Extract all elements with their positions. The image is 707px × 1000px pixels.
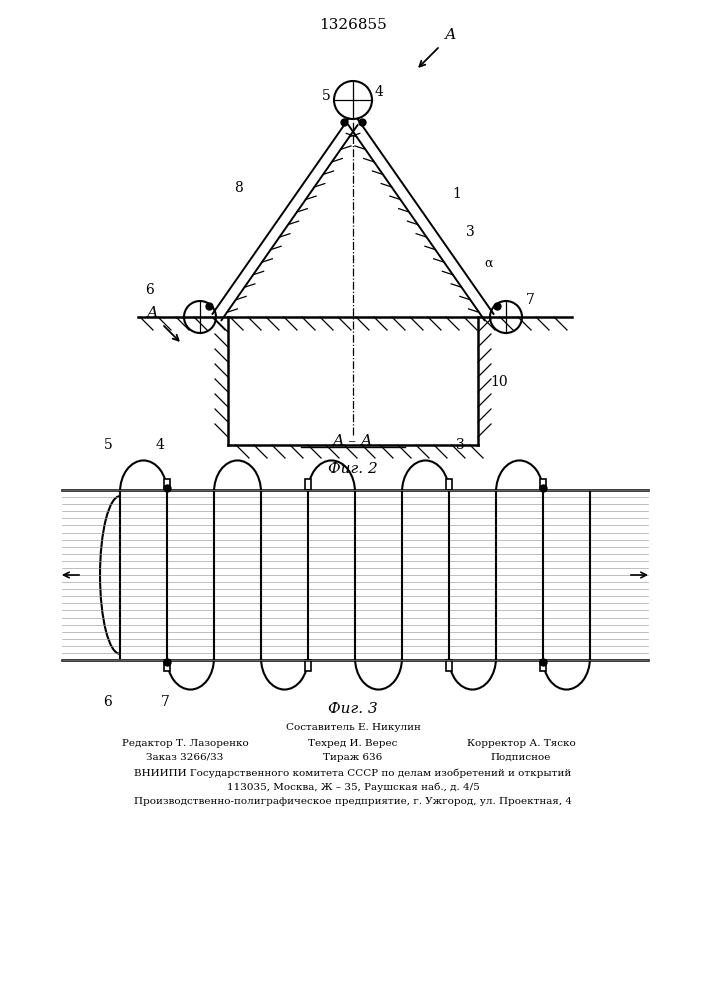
Text: 1: 1 xyxy=(452,187,461,201)
Bar xyxy=(446,660,452,671)
Text: α: α xyxy=(484,256,493,269)
Text: Тираж 636: Тираж 636 xyxy=(323,753,382,762)
Bar xyxy=(446,479,452,490)
Text: ВНИИПИ Государственного комитета СССР по делам изобретений и открытий: ВНИИПИ Государственного комитета СССР по… xyxy=(134,769,572,778)
Text: 3: 3 xyxy=(466,225,474,239)
Text: 3: 3 xyxy=(455,438,464,452)
Text: Фиг. 3: Фиг. 3 xyxy=(328,702,378,716)
Text: А – А: А – А xyxy=(333,434,373,448)
Bar xyxy=(164,479,170,490)
Text: 8: 8 xyxy=(234,181,243,195)
Text: 1326855: 1326855 xyxy=(319,18,387,32)
Text: 6: 6 xyxy=(104,695,112,709)
Bar xyxy=(305,479,311,490)
Text: 5: 5 xyxy=(322,89,331,103)
Text: 7: 7 xyxy=(160,695,170,709)
Text: Заказ 3266/33: Заказ 3266/33 xyxy=(146,753,223,762)
Bar xyxy=(540,660,546,671)
Bar xyxy=(540,479,546,490)
Text: 113035, Москва, Ж – 35, Раушская наб., д. 4/5: 113035, Москва, Ж – 35, Раушская наб., д… xyxy=(227,783,479,792)
Text: А: А xyxy=(146,306,158,320)
Text: Редактор Т. Лазоренко: Редактор Т. Лазоренко xyxy=(122,739,248,748)
Text: Фиг. 2: Фиг. 2 xyxy=(328,462,378,476)
Text: Составитель Е. Никулин: Составитель Е. Никулин xyxy=(286,723,421,732)
Text: 6: 6 xyxy=(145,283,153,297)
Text: 4: 4 xyxy=(156,438,165,452)
Text: 4: 4 xyxy=(375,85,384,99)
Text: Производственно-полиграфическое предприятие, г. Ужгород, ул. Проектная, 4: Производственно-полиграфическое предприя… xyxy=(134,797,572,806)
Bar xyxy=(164,660,170,671)
Text: 7: 7 xyxy=(526,293,535,307)
Text: А: А xyxy=(445,28,457,42)
Text: Подписное: Подписное xyxy=(491,753,551,762)
Text: Корректор А. Тяско: Корректор А. Тяско xyxy=(467,739,575,748)
Text: 5: 5 xyxy=(104,438,112,452)
Bar xyxy=(305,660,311,671)
Text: Техред И. Верес: Техред И. Верес xyxy=(308,739,397,748)
Text: 10: 10 xyxy=(490,375,508,389)
